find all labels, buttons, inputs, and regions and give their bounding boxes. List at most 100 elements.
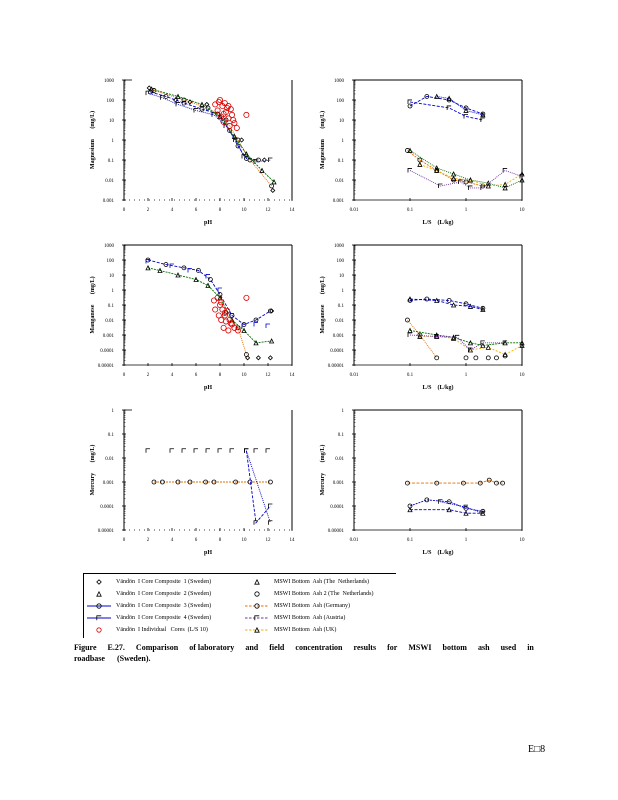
data-point: [157, 267, 163, 273]
data-point: [231, 120, 238, 127]
x-tick-label: 4: [171, 208, 174, 213]
series-composite-3b: [434, 93, 486, 118]
x-tick-label: 10: [520, 208, 526, 213]
data-point: [181, 100, 187, 106]
y-axis-title: Magnesium (mg/L): [89, 111, 96, 169]
data-point: [181, 448, 186, 453]
x-tick-label: 6: [195, 208, 198, 213]
data-point: [269, 308, 275, 314]
data-point: [407, 99, 412, 104]
data-point: [450, 175, 457, 181]
x-tick-label: 8: [219, 538, 222, 543]
data-point: [265, 448, 270, 453]
legend-item: MSWI Bottom Ash (UK): [244, 624, 374, 636]
data-point: [446, 298, 452, 303]
data-point: [255, 355, 261, 361]
series-line: [147, 267, 272, 344]
data-point: [253, 520, 258, 525]
x-tick-label: 1: [465, 538, 468, 543]
data-point: [407, 506, 413, 513]
caption-word: and: [245, 643, 259, 652]
x-tick-label: 10: [242, 373, 248, 378]
legend-label: MSWI Bottom Ash 2 (The Netherlands): [274, 591, 374, 597]
legend-marker-circle-icon: [87, 603, 111, 609]
series-uk: [417, 161, 525, 189]
data-point: [407, 332, 412, 337]
x-tick-label: 0: [123, 538, 126, 543]
data-point: [243, 111, 250, 118]
data-point: [187, 268, 192, 273]
legend-label: MSWI Bottom Ash (UK): [274, 627, 337, 633]
data-point: [417, 332, 423, 338]
x-axis-title: L/S (L/kg): [422, 219, 453, 226]
data-point: [268, 338, 275, 344]
data-point: [417, 333, 423, 339]
data-point: [175, 479, 181, 485]
data-point: [196, 268, 201, 273]
y-tick-label: 0.01: [335, 457, 344, 462]
legend-left-column: Vändön I Core Composite 1 (Sweden) Vändön…: [86, 576, 211, 636]
data-point: [229, 448, 234, 453]
data-point: [212, 306, 219, 313]
data-point: [173, 97, 179, 103]
data-point: [458, 179, 463, 184]
data-point: [193, 276, 199, 282]
series-composite-3: [407, 296, 486, 311]
caption-line-1: Figure E.27. Comparison of laboratory and fie…: [74, 642, 534, 653]
y-tick-label: 0.00001: [98, 529, 115, 534]
caption-word: Comparison: [135, 643, 179, 652]
data-point: [169, 448, 174, 453]
x-tick-label: 0.01: [350, 538, 359, 543]
y-tick-label: 0.0001: [330, 349, 344, 354]
data-point: [463, 114, 468, 119]
data-point: [214, 107, 221, 114]
data-point: [480, 510, 486, 516]
data-point: [203, 479, 208, 485]
x-tick-label: 2: [147, 373, 150, 378]
figure-caption: Figure E.27. Comparison of laboratory and fie…: [74, 642, 534, 664]
legend-label: Vändön I Core Composite 2 (Sweden): [116, 591, 212, 597]
legend-item: Vändön I Core Composite 2 (Sweden): [86, 588, 211, 600]
data-point: [519, 171, 525, 177]
chart-svg-mn-ls: 0.00001 0.0001 0.001 0.01 0.1 1 10 100 1000 0.01 0…: [319, 244, 525, 391]
series-composite-3: [148, 89, 261, 163]
y-tick-label: 0.0001: [100, 505, 114, 510]
data-point: [434, 480, 440, 486]
data-point: [438, 499, 443, 504]
legend-marker-circle-icon: [254, 591, 260, 597]
x-tick-label: 0.01: [350, 208, 359, 213]
y-tick-label: 0.001: [103, 334, 115, 339]
data-point: [226, 123, 233, 130]
legend-item: Vändön I Core Composite 1 (Sweden): [86, 576, 211, 588]
y-tick-label: 1000: [104, 244, 115, 249]
x-axis-title: L/S (L/kg): [422, 384, 453, 391]
x-axis-title: L/S (L/kg): [422, 549, 453, 556]
axes-frame: [353, 79, 523, 201]
y-tick-label: 1: [342, 409, 345, 414]
data-point: [233, 124, 240, 131]
data-point: [217, 287, 222, 292]
caption-word: of laboratory: [189, 643, 235, 652]
series-line: [410, 509, 483, 514]
x-tick-label: 4: [171, 538, 174, 543]
legend-item: Vändön I Core Composite 4 (Sweden): [86, 612, 211, 624]
legend-marker: [254, 578, 260, 585]
caption-word: bottom: [442, 643, 467, 652]
data-point: [434, 332, 440, 338]
data-point: [253, 339, 259, 346]
series-composite-3: [407, 497, 486, 514]
data-point: [468, 185, 473, 190]
y-tick-label: 0.001: [103, 199, 115, 204]
y-tick-label: 1: [112, 289, 115, 294]
data-point: [205, 105, 211, 111]
x-tick-label: 14: [290, 208, 296, 213]
data-point: [211, 479, 217, 485]
data-point: [228, 111, 235, 118]
series-line: [409, 169, 523, 189]
legend-marker-square-icon: [245, 615, 269, 621]
legend-label: MSWI Bottom Ash (The Netherlands): [274, 579, 369, 585]
data-point: [241, 154, 246, 159]
data-point: [244, 448, 249, 453]
legend-marker: [254, 615, 260, 621]
data-point: [226, 317, 233, 324]
